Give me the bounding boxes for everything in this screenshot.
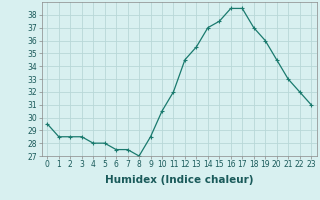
X-axis label: Humidex (Indice chaleur): Humidex (Indice chaleur) (105, 175, 253, 185)
